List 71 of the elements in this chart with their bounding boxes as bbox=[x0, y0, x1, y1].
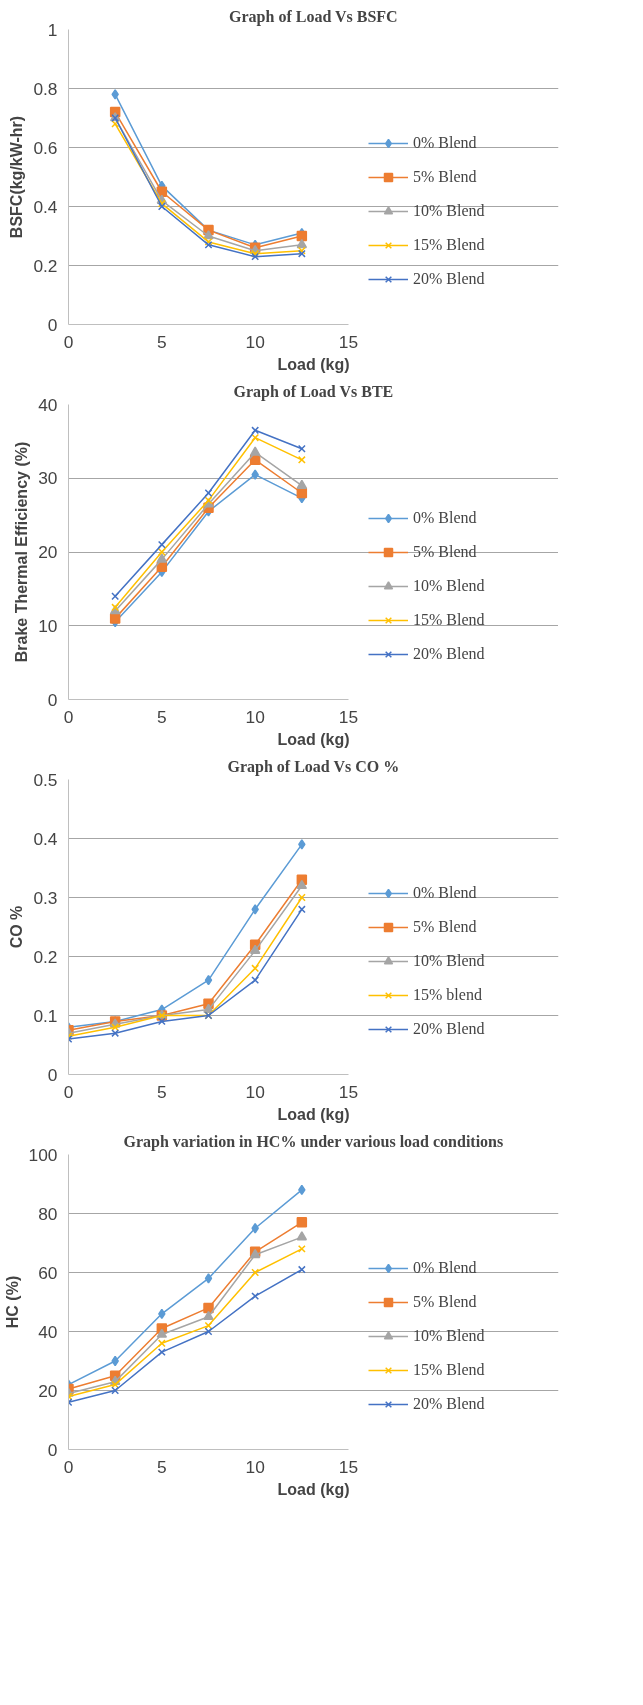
legend-label: 0% Blend bbox=[413, 1259, 477, 1277]
legend-label: 5% Blend bbox=[413, 168, 477, 186]
legend-label: 10% Blend bbox=[413, 1327, 485, 1345]
y-tick-label: 1 bbox=[47, 19, 58, 40]
x-tick-label: 0 bbox=[63, 1081, 74, 1102]
x-axis-title: Load (kg) bbox=[277, 1105, 350, 1123]
x-tick-label: 5 bbox=[157, 706, 167, 727]
legend-label: 15% Blend bbox=[413, 611, 485, 629]
y-tick-label: 0.5 bbox=[33, 769, 58, 790]
x-tick-label: 5 bbox=[157, 1456, 167, 1477]
y-tick-label: 0.1 bbox=[33, 1005, 58, 1026]
x-axis-title: Load (kg) bbox=[277, 355, 350, 373]
legend-label: 0% Blend bbox=[413, 509, 477, 527]
legend-label: 20% Blend bbox=[413, 645, 485, 663]
y-tick-label: 0.3 bbox=[33, 887, 58, 908]
chart-title: Graph of Load Vs BSFC bbox=[229, 7, 398, 26]
y-tick-label: 10 bbox=[38, 615, 58, 636]
legend-label: 10% Blend bbox=[413, 202, 485, 220]
chart-title: Graph variation in HC% under various load conditions bbox=[123, 1132, 504, 1151]
y-tick-label: 0.2 bbox=[33, 946, 58, 967]
y-tick-label: 0 bbox=[47, 689, 58, 710]
chart-title: Graph of Load Vs CO % bbox=[227, 757, 400, 776]
legend-label: 5% Blend bbox=[413, 1293, 477, 1311]
y-tick-label: 100 bbox=[28, 1144, 58, 1165]
y-axis-title: Brake Thermal Efficiency (%) bbox=[13, 441, 31, 663]
legend-label: 15% Blend bbox=[413, 1361, 485, 1379]
legend-label: 0% Blend bbox=[413, 884, 477, 902]
y-tick-label: 0.4 bbox=[33, 828, 58, 849]
y-tick-label: 20 bbox=[38, 542, 58, 562]
y-tick-label: 60 bbox=[38, 1262, 58, 1283]
legend-label: 15% blend bbox=[413, 986, 482, 1004]
y-tick-label: 0.8 bbox=[33, 78, 58, 99]
x-tick-label: 15 bbox=[338, 331, 359, 352]
legend-label: 10% Blend bbox=[413, 577, 485, 595]
y-tick-label: 0 bbox=[47, 1439, 58, 1460]
y-tick-label: 0.6 bbox=[33, 137, 58, 158]
legend-label: 5% Blend bbox=[413, 918, 477, 936]
x-tick-label: 5 bbox=[157, 1081, 167, 1102]
x-tick-label: 15 bbox=[338, 706, 359, 727]
legend-label: 0% Blend bbox=[413, 134, 477, 152]
x-tick-label: 0 bbox=[63, 1456, 74, 1477]
x-tick-label: 0 bbox=[63, 706, 74, 727]
x-tick-label: 10 bbox=[245, 706, 265, 727]
y-axis-title: BSFC(kg/kW-hr) bbox=[8, 115, 26, 239]
x-axis-title: Load (kg) bbox=[277, 730, 350, 748]
x-tick-label: 10 bbox=[245, 1456, 265, 1477]
x-axis-title: Load (kg) bbox=[277, 1480, 350, 1498]
y-tick-label: 20 bbox=[38, 1380, 58, 1401]
x-tick-label: 0 bbox=[63, 331, 74, 352]
y-tick-label: 80 bbox=[38, 1203, 58, 1224]
legend-label: 20% Blend bbox=[413, 1395, 485, 1413]
y-tick-label: 30 bbox=[38, 468, 58, 489]
y-tick-label: 0 bbox=[47, 314, 58, 335]
legend-label: 20% Blend bbox=[413, 270, 485, 288]
legend-label: 15% Blend bbox=[413, 236, 485, 254]
y-tick-label: 0 bbox=[47, 1064, 58, 1085]
x-tick-label: 10 bbox=[245, 331, 265, 352]
x-tick-label: 10 bbox=[245, 1081, 265, 1102]
y-tick-label: 0.2 bbox=[33, 255, 58, 276]
y-tick-label: 40 bbox=[38, 1321, 58, 1342]
legend-label: 20% Blend bbox=[413, 1020, 485, 1038]
legend-label: 5% Blend bbox=[413, 543, 477, 561]
y-tick-label: 0.4 bbox=[33, 196, 58, 217]
x-tick-label: 15 bbox=[338, 1456, 359, 1477]
legend-label: 10% Blend bbox=[413, 952, 485, 970]
y-axis-title: HC (%) bbox=[3, 1275, 21, 1329]
chart-title: Graph of Load Vs BTE bbox=[233, 382, 394, 401]
x-tick-label: 15 bbox=[338, 1081, 359, 1102]
y-axis-title: CO % bbox=[8, 905, 26, 949]
y-tick-label: 40 bbox=[38, 394, 58, 415]
x-tick-label: 5 bbox=[157, 331, 167, 352]
